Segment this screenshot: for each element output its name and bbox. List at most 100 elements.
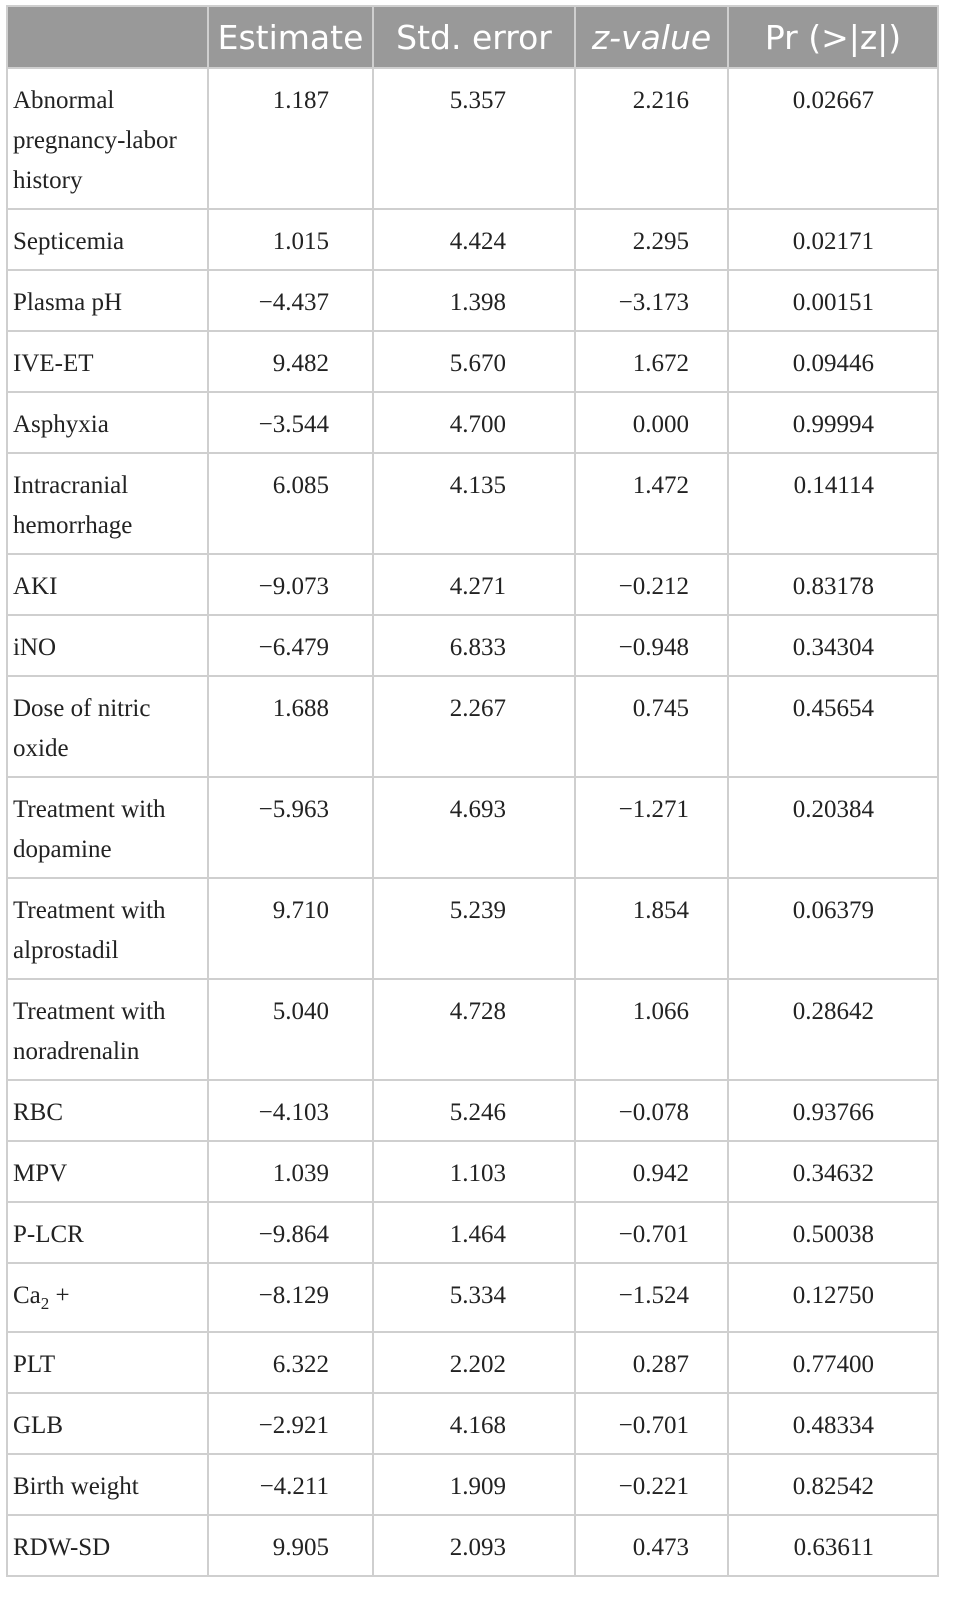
estimate-cell: 1.187 bbox=[207, 67, 374, 210]
table-header: Estimate Std. error z-value Pr (>|z|) bbox=[6, 5, 939, 69]
regression-table: Estimate Std. error z-value Pr (>|z|) Ab… bbox=[6, 5, 939, 1577]
row-label-text: P-LCR bbox=[13, 1221, 84, 1248]
row-label-text: PLT bbox=[13, 1351, 56, 1378]
table-row: P-LCR −9.864 1.464 −0.701 0.50038 bbox=[6, 1201, 939, 1264]
row-label-suffix: + bbox=[49, 1282, 70, 1309]
row-label: Intracranial hemorrhage bbox=[6, 452, 209, 555]
table-row: IVE-ET 9.482 5.670 1.672 0.09446 bbox=[6, 330, 939, 393]
row-label: Septicemia bbox=[6, 208, 209, 271]
row-label-text: Asphyxia bbox=[13, 411, 109, 438]
p-value-cell: 0.93766 bbox=[727, 1079, 939, 1142]
std-error-cell: 5.334 bbox=[372, 1262, 576, 1333]
row-label-text: GLB bbox=[13, 1412, 63, 1439]
z-value-cell: −0.212 bbox=[574, 553, 729, 616]
estimate-cell: −9.864 bbox=[207, 1201, 374, 1264]
z-value-cell: 0.287 bbox=[574, 1331, 729, 1394]
p-value-cell: 0.34632 bbox=[727, 1140, 939, 1203]
std-error-cell: 6.833 bbox=[372, 614, 576, 677]
row-label: Asphyxia bbox=[6, 391, 209, 454]
estimate-cell: −4.103 bbox=[207, 1079, 374, 1142]
row-label: GLB bbox=[6, 1392, 209, 1455]
z-value-cell: 0.942 bbox=[574, 1140, 729, 1203]
estimate-cell: 6.322 bbox=[207, 1331, 374, 1394]
std-error-cell: 2.093 bbox=[372, 1514, 576, 1577]
p-value-cell: 0.12750 bbox=[727, 1262, 939, 1333]
z-value-cell: −0.078 bbox=[574, 1079, 729, 1142]
std-error-cell: 1.464 bbox=[372, 1201, 576, 1264]
table-row: Abnormal pregnancy-labor history 1.187 5.3… bbox=[6, 67, 939, 210]
z-value-cell: −0.221 bbox=[574, 1453, 729, 1516]
estimate-cell: −2.921 bbox=[207, 1392, 374, 1455]
header-estimate: Estimate bbox=[207, 5, 374, 69]
z-value-cell: 0.000 bbox=[574, 391, 729, 454]
estimate-cell: −5.963 bbox=[207, 776, 374, 879]
p-value-cell: 0.00151 bbox=[727, 269, 939, 332]
p-value-cell: 0.82542 bbox=[727, 1453, 939, 1516]
std-error-cell: 5.246 bbox=[372, 1079, 576, 1142]
table-row: iNO −6.479 6.833 −0.948 0.34304 bbox=[6, 614, 939, 677]
estimate-cell: 9.905 bbox=[207, 1514, 374, 1577]
row-label: RDW-SD bbox=[6, 1514, 209, 1577]
table-row: Treatment with dopamine −5.963 4.693 −1.271… bbox=[6, 776, 939, 879]
estimate-cell: 5.040 bbox=[207, 978, 374, 1081]
std-error-cell: 5.670 bbox=[372, 330, 576, 393]
p-value-cell: 0.45654 bbox=[727, 675, 939, 778]
estimate-cell: 1.015 bbox=[207, 208, 374, 271]
z-value-cell: −0.948 bbox=[574, 614, 729, 677]
row-label: RBC bbox=[6, 1079, 209, 1142]
row-label-text: Plasma pH bbox=[13, 289, 123, 316]
row-label: Ca2 + bbox=[6, 1262, 209, 1333]
estimate-cell: −4.437 bbox=[207, 269, 374, 332]
row-label: AKI bbox=[6, 553, 209, 616]
z-value-cell: −1.271 bbox=[574, 776, 729, 879]
row-label-text: Ca bbox=[13, 1282, 41, 1309]
table-row: MPV 1.039 1.103 0.942 0.34632 bbox=[6, 1140, 939, 1203]
row-label: Treatment with dopamine bbox=[6, 776, 209, 879]
estimate-cell: 9.482 bbox=[207, 330, 374, 393]
p-value-cell: 0.77400 bbox=[727, 1331, 939, 1394]
p-value-cell: 0.28642 bbox=[727, 978, 939, 1081]
row-label-text: IVE-ET bbox=[13, 350, 94, 377]
row-label: Abnormal pregnancy-labor history bbox=[6, 67, 209, 210]
p-value-cell: 0.20384 bbox=[727, 776, 939, 879]
table-body: Abnormal pregnancy-labor history 1.187 5.3… bbox=[6, 67, 939, 1577]
row-label-text: Treatment with dopamine bbox=[13, 796, 166, 863]
std-error-cell: 4.271 bbox=[372, 553, 576, 616]
row-label: Plasma pH bbox=[6, 269, 209, 332]
row-label: Treatment with alprostadil bbox=[6, 877, 209, 980]
z-value-cell: −3.173 bbox=[574, 269, 729, 332]
z-value-cell: −0.701 bbox=[574, 1392, 729, 1455]
row-label: MPV bbox=[6, 1140, 209, 1203]
row-label-text: RDW-SD bbox=[13, 1534, 111, 1561]
estimate-cell: −4.211 bbox=[207, 1453, 374, 1516]
std-error-cell: 1.398 bbox=[372, 269, 576, 332]
row-label-text: Intracranial hemorrhage bbox=[13, 472, 133, 539]
table-row: Birth weight −4.211 1.909 −0.221 0.82542 bbox=[6, 1453, 939, 1516]
table-row: AKI −9.073 4.271 −0.212 0.83178 bbox=[6, 553, 939, 616]
table-row: GLB −2.921 4.168 −0.701 0.48334 bbox=[6, 1392, 939, 1455]
std-error-cell: 1.909 bbox=[372, 1453, 576, 1516]
estimate-cell: −6.479 bbox=[207, 614, 374, 677]
row-label-text: Treatment with alprostadil bbox=[13, 897, 166, 964]
table-row: Septicemia 1.015 4.424 2.295 0.02171 bbox=[6, 208, 939, 271]
z-value-cell: 1.854 bbox=[574, 877, 729, 980]
row-label-text: AKI bbox=[13, 573, 58, 600]
table-row: Treatment with noradrenalin 5.040 4.728 1.0… bbox=[6, 978, 939, 1081]
p-value-cell: 0.02171 bbox=[727, 208, 939, 271]
std-error-cell: 4.700 bbox=[372, 391, 576, 454]
std-error-cell: 4.424 bbox=[372, 208, 576, 271]
std-error-cell: 2.267 bbox=[372, 675, 576, 778]
row-label: IVE-ET bbox=[6, 330, 209, 393]
row-label: PLT bbox=[6, 1331, 209, 1394]
row-label-text: Dose of nitric oxide bbox=[13, 695, 151, 762]
z-value-cell: 1.672 bbox=[574, 330, 729, 393]
table-row: Dose of nitric oxide 1.688 2.267 0.745 0.456… bbox=[6, 675, 939, 778]
table-row: RBC −4.103 5.246 −0.078 0.93766 bbox=[6, 1079, 939, 1142]
row-label-text: MPV bbox=[13, 1160, 68, 1187]
row-label-subscript: 2 bbox=[40, 1294, 50, 1313]
estimate-cell: −9.073 bbox=[207, 553, 374, 616]
p-value-cell: 0.50038 bbox=[727, 1201, 939, 1264]
std-error-cell: 4.693 bbox=[372, 776, 576, 879]
z-value-cell: 0.473 bbox=[574, 1514, 729, 1577]
std-error-cell: 4.728 bbox=[372, 978, 576, 1081]
